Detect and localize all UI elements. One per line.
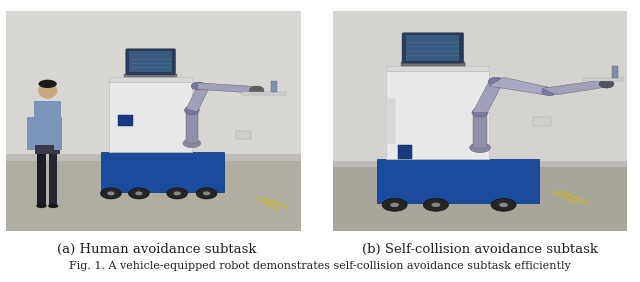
Text: Fig. 1. A vehicle-equipped robot demonstrates self-collision avoidance subtask e: Fig. 1. A vehicle-equipped robot demonst… (69, 261, 571, 271)
Bar (397, 146, 412, 159)
Ellipse shape (183, 139, 201, 148)
Ellipse shape (184, 106, 199, 115)
Ellipse shape (423, 199, 449, 211)
Bar (186, 82, 211, 112)
Ellipse shape (390, 203, 399, 207)
Bar (37, 150, 45, 205)
Bar (54, 117, 62, 150)
Ellipse shape (38, 80, 57, 88)
Bar (612, 66, 618, 78)
Bar (333, 161, 627, 231)
Ellipse shape (542, 87, 557, 96)
Bar (473, 113, 488, 148)
Ellipse shape (108, 191, 115, 195)
Bar (35, 146, 60, 154)
Bar (100, 152, 224, 192)
FancyBboxPatch shape (402, 33, 464, 63)
Ellipse shape (135, 191, 143, 195)
Ellipse shape (167, 188, 188, 199)
Bar (124, 74, 177, 77)
Bar (401, 62, 465, 66)
Bar (377, 159, 539, 203)
Ellipse shape (488, 77, 504, 86)
Bar (386, 66, 489, 71)
Bar (583, 78, 624, 81)
Ellipse shape (250, 86, 264, 95)
Ellipse shape (38, 82, 57, 99)
Bar (129, 51, 172, 72)
Ellipse shape (599, 80, 614, 88)
Bar (118, 115, 133, 126)
Polygon shape (489, 77, 554, 95)
Polygon shape (473, 82, 504, 113)
Bar (271, 81, 276, 92)
Ellipse shape (499, 203, 508, 207)
Polygon shape (542, 80, 612, 95)
Bar (109, 77, 192, 82)
Bar (6, 154, 301, 161)
FancyBboxPatch shape (125, 49, 176, 75)
Bar (533, 117, 550, 126)
Bar (236, 131, 251, 139)
Bar (387, 99, 396, 143)
Bar (186, 110, 198, 143)
Bar (333, 11, 627, 165)
Bar (406, 36, 460, 61)
Ellipse shape (173, 191, 181, 195)
Bar (6, 11, 301, 161)
Ellipse shape (491, 199, 516, 211)
Ellipse shape (203, 191, 211, 195)
Ellipse shape (470, 143, 490, 153)
Text: (b) Self-collision avoidance subtask: (b) Self-collision avoidance subtask (362, 243, 598, 255)
Ellipse shape (191, 82, 204, 90)
Bar (6, 154, 301, 231)
Bar (242, 92, 286, 95)
Bar (109, 82, 192, 152)
Ellipse shape (48, 204, 58, 208)
Ellipse shape (100, 188, 121, 199)
Bar (27, 117, 35, 150)
Bar (49, 150, 58, 205)
Bar (197, 83, 257, 93)
Ellipse shape (472, 108, 488, 117)
Bar (35, 102, 61, 150)
Ellipse shape (196, 188, 217, 199)
Ellipse shape (382, 199, 407, 211)
Ellipse shape (36, 204, 47, 208)
Text: (a) Human avoidance subtask: (a) Human avoidance subtask (57, 243, 257, 255)
Ellipse shape (129, 188, 149, 199)
Bar (386, 71, 489, 159)
Bar (333, 161, 627, 168)
Ellipse shape (431, 203, 440, 207)
